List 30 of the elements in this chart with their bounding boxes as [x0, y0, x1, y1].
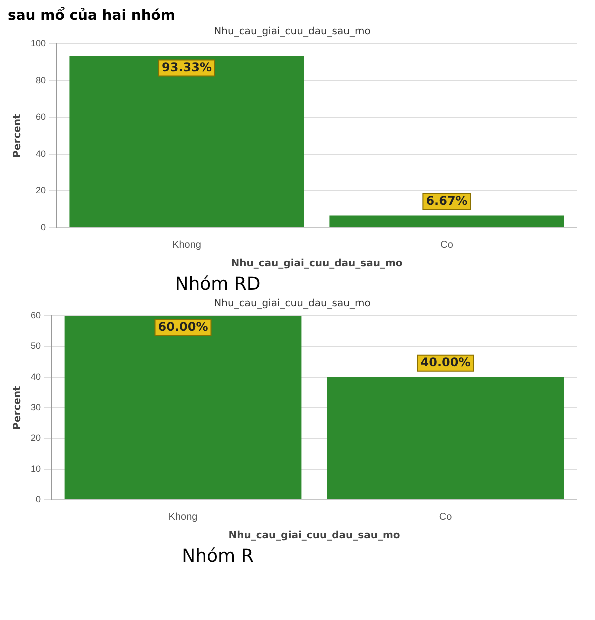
- x-tick-label: Khong: [172, 240, 202, 251]
- chart-title: Nhu_cau_giai_cuu_dau_sau_mo: [214, 26, 371, 38]
- y-tick-label: 0: [41, 222, 46, 232]
- data-label: 93.33%: [162, 60, 212, 74]
- y-tick-label: 60: [36, 112, 46, 122]
- x-tick-label: Co: [440, 240, 454, 251]
- y-tick-label: 40: [30, 372, 42, 382]
- y-axis-title: Percent: [12, 114, 24, 158]
- y-tick-label: 20: [36, 186, 46, 196]
- y-tick-label: 0: [36, 494, 42, 504]
- y-tick-label: 20: [30, 433, 42, 444]
- y-tick-label: 100: [30, 38, 46, 48]
- chart-title: Nhu_cau_giai_cuu_dau_sau_mo: [214, 298, 371, 310]
- y-tick-label: 30: [30, 402, 42, 412]
- y-axis-title: Percent: [12, 386, 24, 430]
- x-tick-label: Khong: [168, 512, 198, 523]
- y-tick-label: 40: [36, 148, 46, 159]
- y-tick-label: 10: [30, 464, 42, 474]
- x-tick-label: Co: [439, 512, 453, 523]
- y-tick-label: 50: [30, 341, 42, 352]
- text: sau mổ của hai nhóm: [8, 8, 177, 24]
- text: Nhóm RD: [174, 274, 262, 296]
- data-label: 40.00%: [420, 355, 471, 370]
- data-label: 6.67%: [426, 194, 468, 208]
- text: Nhóm R: [181, 546, 255, 568]
- y-tick-label: 80: [36, 75, 46, 86]
- x-axis-title: Nhu_cau_giai_cuu_dau_sau_mo: [231, 258, 403, 270]
- data-label: 60.00%: [158, 320, 208, 334]
- y-tick-label: 60: [30, 310, 42, 320]
- x-axis-title: Nhu_cau_giai_cuu_dau_sau_mo: [228, 530, 400, 542]
